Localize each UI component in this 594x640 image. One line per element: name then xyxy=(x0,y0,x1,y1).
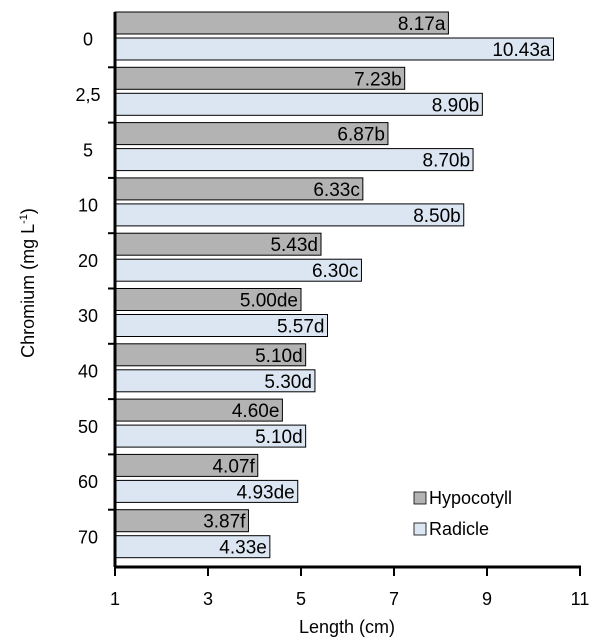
y-tick-label-2: 5 xyxy=(83,140,93,160)
x-tick-label-2: 5 xyxy=(296,589,306,609)
x-tick-label-1: 3 xyxy=(203,589,213,609)
data-label-hypocotyll-2: 6.87b xyxy=(337,125,385,146)
y-tick-label-6: 40 xyxy=(78,361,98,381)
y-tick-label-8: 60 xyxy=(78,472,98,492)
data-label-radicle-6: 5.30d xyxy=(264,372,312,393)
data-label-radicle-8: 4.93de xyxy=(237,482,295,503)
y-axis-label-main: Chromium (mg L xyxy=(18,224,38,358)
data-label-radicle-0: 10.43a xyxy=(492,40,551,61)
legend-label-hypocotyll: Hypocotyll xyxy=(429,488,512,508)
data-label-hypocotyll-0: 8.17a xyxy=(398,14,446,35)
legend-swatch-radicle xyxy=(413,522,427,536)
y-tick-label-9: 70 xyxy=(78,527,98,547)
y-ticks-group: 0 2,5 5 10 20 30 40 50 60 70 xyxy=(75,30,115,547)
data-label-radicle-3: 8.50b xyxy=(413,206,461,227)
data-label-radicle-1: 8.90b xyxy=(432,95,480,116)
data-label-radicle-4: 6.30c xyxy=(312,261,358,282)
data-label-radicle-7: 5.10d xyxy=(255,427,303,448)
data-label-radicle-9: 4.33e xyxy=(219,538,267,559)
data-label-hypocotyll-6: 5.10d xyxy=(255,346,303,367)
legend-label-radicle: Radicle xyxy=(429,519,489,539)
bar-labels-group: 8.17a 10.43a 7.23b 8.90b 6.87b 8.70b 6.33c 8.50… xyxy=(203,14,551,559)
data-label-hypocotyll-1: 7.23b xyxy=(354,69,402,90)
x-tick-label-4: 9 xyxy=(482,589,492,609)
data-label-hypocotyll-5: 5.00de xyxy=(240,291,298,312)
y-tick-label-1: 2,5 xyxy=(75,85,100,105)
y-axis-label-sup: -1 xyxy=(18,214,30,224)
bars-group xyxy=(114,11,554,559)
x-tick-label-3: 7 xyxy=(389,589,399,609)
bar-radicle-1 xyxy=(114,92,483,116)
y-axis-label-end: ) xyxy=(18,208,38,214)
y-tick-label-0: 0 xyxy=(83,30,93,50)
y-tick-label-4: 20 xyxy=(78,251,98,271)
legend-swatch-hypocotyll xyxy=(413,491,427,505)
data-label-hypocotyll-9: 3.87f xyxy=(203,512,246,533)
bar-radicle-2 xyxy=(114,148,474,172)
y-tick-label-7: 50 xyxy=(78,417,98,437)
x-axis-label: Length (cm) xyxy=(299,617,395,637)
data-label-hypocotyll-8: 4.07f xyxy=(212,456,255,477)
data-label-hypocotyll-3: 6.33c xyxy=(313,180,359,201)
y-tick-label-3: 10 xyxy=(78,196,98,216)
data-label-radicle-2: 8.70b xyxy=(423,151,471,172)
data-label-hypocotyll-4: 5.43d xyxy=(270,235,318,256)
x-tick-label-5: 11 xyxy=(571,589,590,609)
data-label-radicle-5: 5.57d xyxy=(277,317,325,338)
data-label-hypocotyll-7: 4.60e xyxy=(232,401,280,422)
legend: Hypocotyll Radicle xyxy=(413,488,512,539)
y-tick-label-5: 30 xyxy=(78,306,98,326)
bar-radicle-0 xyxy=(114,37,554,61)
x-tick-label-0: 1 xyxy=(110,589,120,609)
x-ticks-group: 1 3 5 7 9 11 xyxy=(110,567,589,609)
y-axis-label: Chromium (mg L-1) xyxy=(18,208,38,358)
bar-radicle-3 xyxy=(114,203,465,227)
